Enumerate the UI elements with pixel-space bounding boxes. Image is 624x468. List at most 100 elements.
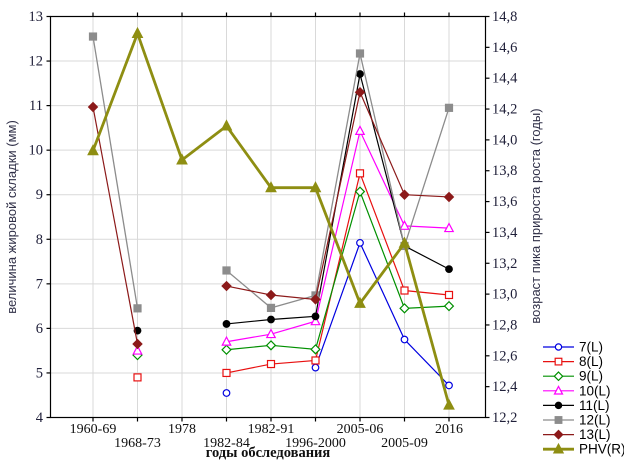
x-axis-tick-label: 1996-2000 bbox=[285, 436, 346, 451]
series-8l bbox=[133, 169, 454, 382]
data-point bbox=[309, 181, 322, 193]
data-point bbox=[399, 303, 410, 314]
x-axis-tick-label: 1982-91 bbox=[248, 422, 295, 437]
data-point bbox=[265, 340, 277, 351]
series-13l bbox=[87, 86, 455, 350]
data-point bbox=[354, 86, 366, 98]
data-point bbox=[266, 303, 276, 312]
legend-marker bbox=[553, 371, 564, 382]
series-7l bbox=[222, 238, 453, 397]
series-phvr bbox=[87, 26, 455, 410]
data-point bbox=[265, 289, 277, 301]
legend-label: 11(L) bbox=[579, 398, 610, 413]
legend-item-10l: 10(L) bbox=[543, 383, 611, 398]
x-axis-tick-label: 1968-73 bbox=[114, 436, 161, 451]
x-axis-tick-label: 1982-84 bbox=[203, 436, 250, 451]
legend: 7(L)8(L)9(L)10(L)11(L)12(L)13(L)PHV(R) bbox=[543, 340, 624, 457]
data-point bbox=[131, 26, 144, 38]
data-point bbox=[222, 389, 231, 397]
gridlines bbox=[50, 16, 486, 418]
series-line bbox=[314, 241, 450, 386]
data-point bbox=[133, 304, 142, 313]
legend-label: 9(L) bbox=[579, 369, 603, 384]
right-axis-tick-label: 12,2 bbox=[492, 410, 517, 426]
right-axis-tick-label: 12,4 bbox=[492, 379, 518, 395]
legend-item-phvr: PHV(R) bbox=[543, 442, 624, 457]
right-axis-tick-label: 13,8 bbox=[492, 163, 517, 179]
data-point bbox=[444, 103, 454, 112]
legend-marker bbox=[554, 357, 563, 366]
legend-marker bbox=[553, 385, 564, 395]
legend-item-11l: 11(L) bbox=[543, 398, 610, 413]
legend-marker bbox=[553, 429, 564, 440]
legend-item-8l: 8(L) bbox=[543, 354, 603, 369]
legend-marker bbox=[552, 442, 565, 454]
right-axis-tick-label: 14,2 bbox=[492, 102, 517, 118]
data-point bbox=[400, 286, 409, 295]
legend-marker bbox=[554, 401, 563, 410]
data-point bbox=[445, 265, 453, 274]
legend-item-12l: 12(L) bbox=[543, 413, 611, 428]
left-axis-tick-label: 7 bbox=[36, 276, 43, 292]
data-point bbox=[355, 169, 365, 178]
legend-label: PHV(R) bbox=[579, 442, 624, 457]
data-point bbox=[399, 189, 410, 200]
left-axis-tick-label: 6 bbox=[36, 321, 43, 337]
series-line bbox=[226, 90, 450, 301]
series-9l bbox=[132, 186, 455, 361]
data-point bbox=[356, 70, 364, 78]
right-axis-tick-label: 12,6 bbox=[492, 348, 517, 364]
left-axis-tick-label: 12 bbox=[29, 54, 44, 70]
x-axis-tick-label: 1978 bbox=[168, 422, 196, 437]
x-axis-tick-label: 2005-09 bbox=[381, 436, 428, 451]
legend-item-9l: 9(L) bbox=[543, 369, 603, 384]
data-point bbox=[356, 238, 364, 247]
data-point bbox=[443, 191, 455, 203]
right-axis-tick-label: 13,0 bbox=[492, 287, 517, 303]
data-point bbox=[445, 381, 453, 390]
legend-label: 7(L) bbox=[579, 340, 603, 355]
right-axis-tick-label: 14,8 bbox=[492, 9, 517, 25]
data-point bbox=[176, 153, 188, 165]
legend-label: 12(L) bbox=[579, 413, 611, 428]
data-point bbox=[443, 222, 455, 233]
data-point bbox=[221, 335, 232, 346]
right-axis-tick-label: 14,4 bbox=[492, 71, 518, 87]
data-point bbox=[267, 315, 275, 324]
right-axis-tick-label: 14,6 bbox=[492, 40, 517, 56]
y-axis-title-left: величина жировой складки (мм) bbox=[4, 120, 19, 314]
axis-ticks bbox=[46, 12, 490, 422]
right-axis-tick-label: 13,2 bbox=[492, 256, 517, 272]
legend-marker bbox=[554, 343, 563, 351]
right-axis-tick-label: 12,8 bbox=[492, 317, 517, 333]
data-point bbox=[88, 32, 98, 41]
legend-marker bbox=[554, 416, 563, 424]
x-axis-tick-label: 2005-06 bbox=[337, 422, 384, 437]
data-point bbox=[222, 266, 231, 275]
data-point bbox=[310, 294, 321, 305]
left-axis-tick-label: 8 bbox=[36, 232, 43, 248]
y-axis-title-right: возраст пика прироста роста (годы) bbox=[528, 108, 543, 323]
data-point bbox=[355, 49, 365, 58]
data-point bbox=[311, 312, 320, 321]
data-point bbox=[221, 280, 232, 292]
left-axis-tick-label: 4 bbox=[36, 410, 44, 426]
data-point bbox=[399, 220, 410, 230]
data-point bbox=[354, 125, 366, 136]
left-axis-tick-label: 9 bbox=[36, 187, 43, 203]
data-point bbox=[265, 181, 277, 193]
legend-label: 13(L) bbox=[579, 427, 611, 442]
series-line bbox=[226, 53, 450, 309]
data-point bbox=[443, 300, 455, 312]
data-point bbox=[400, 335, 409, 344]
series-line bbox=[226, 171, 450, 374]
data-point bbox=[222, 368, 231, 378]
series-line bbox=[92, 36, 139, 309]
legend-item-13l: 13(L) bbox=[543, 427, 611, 442]
data-point bbox=[310, 344, 321, 355]
data-point bbox=[87, 144, 99, 156]
series-line bbox=[226, 129, 450, 343]
data-point bbox=[443, 398, 455, 410]
data-point bbox=[265, 328, 277, 339]
